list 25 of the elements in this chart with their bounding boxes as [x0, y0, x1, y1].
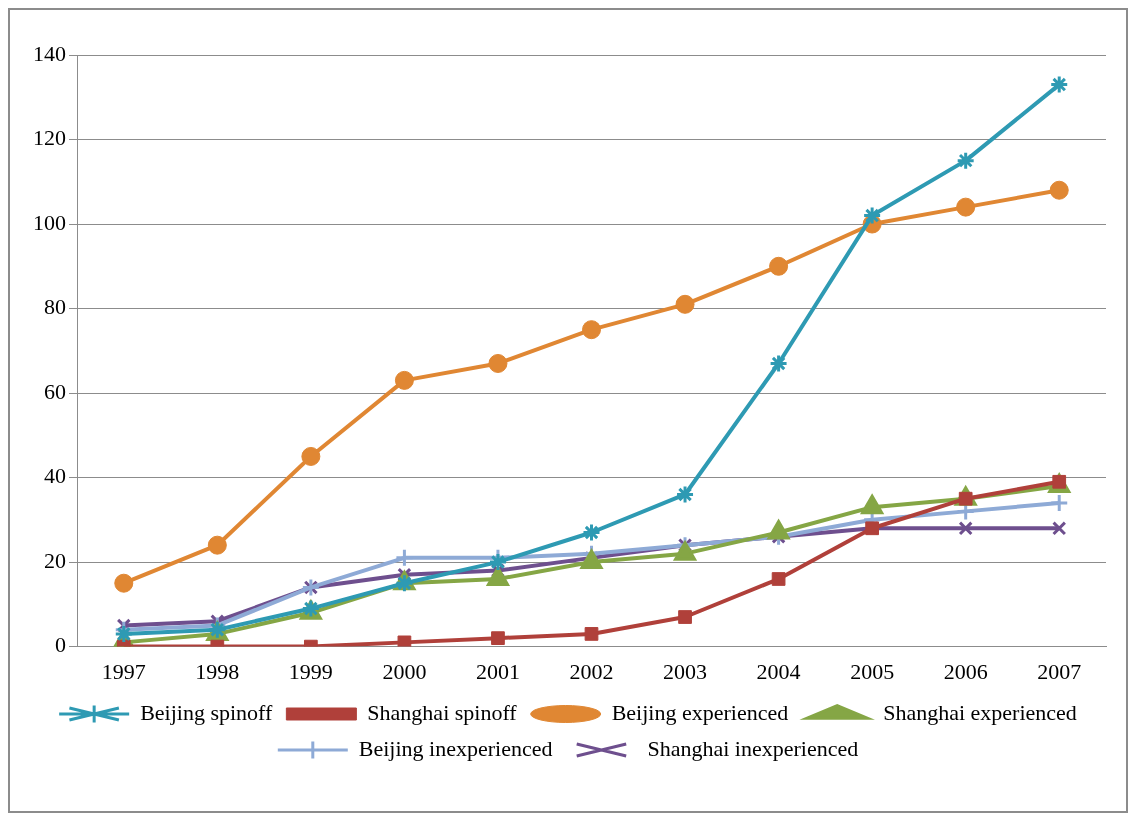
x-tick-label: 2005 — [850, 658, 895, 684]
y-tick-label: 0 — [55, 632, 66, 658]
x-tick-label: 2002 — [569, 658, 614, 684]
x-tick-label: 1999 — [288, 658, 333, 684]
x-tick-label: 2000 — [382, 658, 427, 684]
y-tick-label: 100 — [33, 209, 66, 235]
legend-label: Shanghai inexperienced — [647, 735, 859, 761]
legend-label: Shanghai spinoff — [367, 699, 518, 725]
legend-label: Shanghai experienced — [883, 699, 1077, 725]
y-tick-label: 60 — [44, 378, 66, 404]
y-tick-label: 40 — [44, 463, 66, 489]
x-tick-label: 2001 — [475, 658, 520, 684]
y-tick-label: 120 — [33, 125, 66, 151]
x-tick-label: 1998 — [195, 658, 240, 684]
legend-label: Beijing spinoff — [140, 699, 274, 725]
x-tick-label: 2003 — [663, 658, 708, 684]
y-tick-label: 80 — [44, 294, 66, 320]
x-tick-label: 2006 — [943, 658, 988, 684]
legend-label: Beijing inexperienced — [358, 735, 553, 761]
legend-label: Beijing experienced — [611, 699, 789, 725]
x-tick-label: 1997 — [101, 658, 146, 684]
x-tick-label: 2007 — [1037, 658, 1082, 684]
x-tick-label: 2004 — [756, 658, 801, 684]
y-tick-label: 20 — [44, 547, 66, 573]
y-tick-label: 140 — [33, 40, 66, 66]
